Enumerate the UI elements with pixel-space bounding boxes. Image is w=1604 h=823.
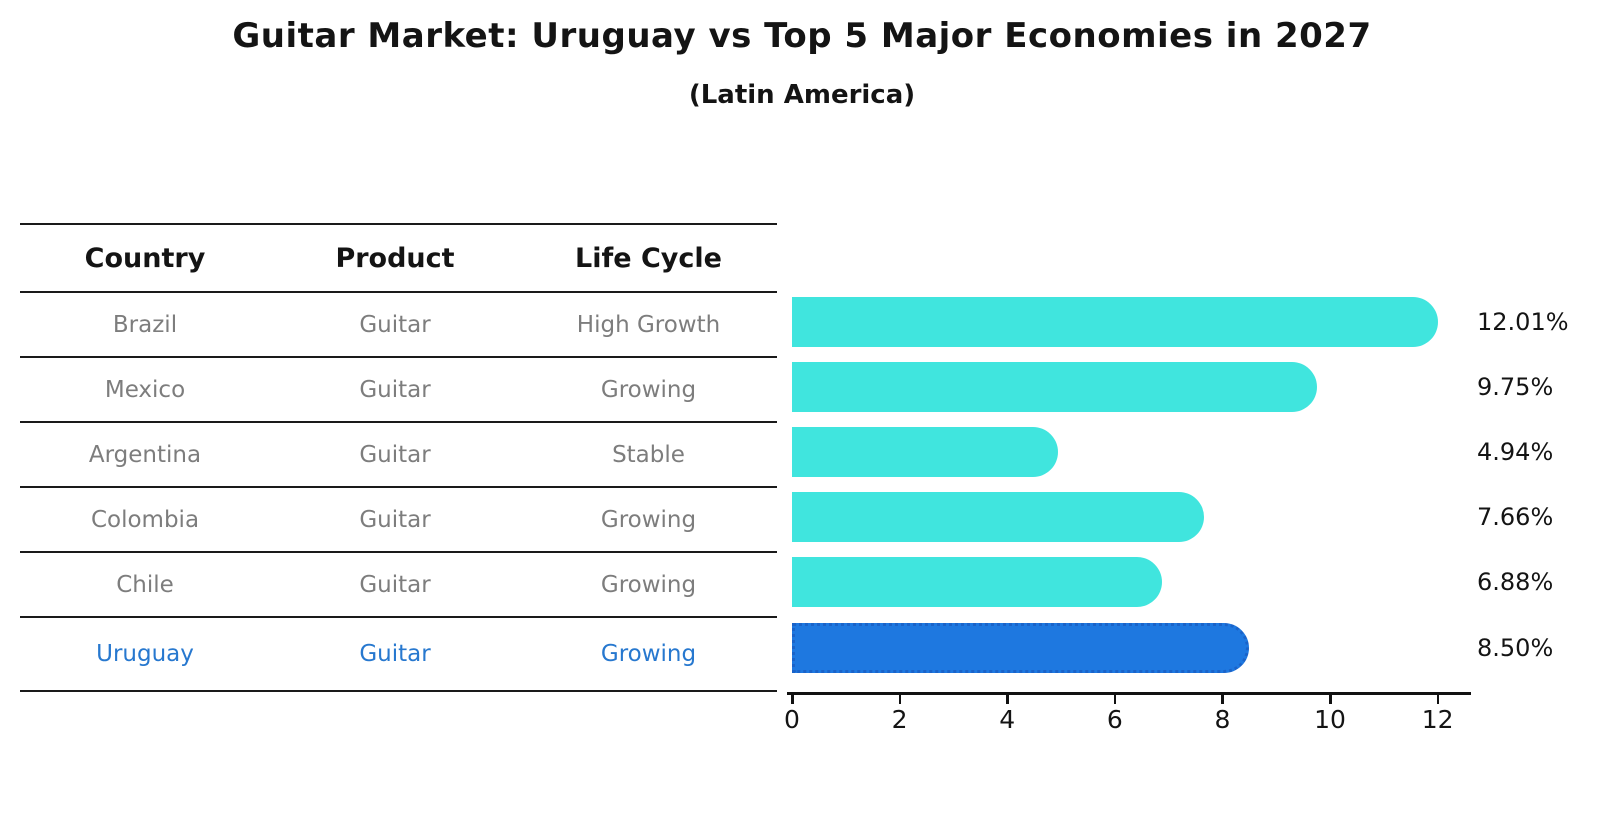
table-row-uruguay: Uruguay Guitar Growing <box>20 618 777 692</box>
country-table: Country Product Life Cycle Brazil Guitar… <box>20 223 777 692</box>
chart-subtitle: (Latin America) <box>688 80 916 110</box>
tick-mark <box>1329 695 1332 704</box>
bar-colombia <box>792 492 1205 542</box>
column-header-life-cycle: Life Cycle <box>575 242 722 274</box>
bar-uruguay-highlight <box>792 623 1250 673</box>
cell-product: Guitar <box>359 441 431 468</box>
x-axis-tick-label: 6 <box>1106 705 1123 734</box>
x-axis-tick-label: 4 <box>999 705 1016 734</box>
cell-life-cycle: Growing <box>600 376 697 403</box>
value-label: 8.50% <box>1477 634 1554 662</box>
value-label: 9.75% <box>1477 373 1554 401</box>
x-axis-tick-label: 8 <box>1214 705 1231 734</box>
cell-country: Uruguay <box>96 641 194 667</box>
value-label: 12.01% <box>1477 308 1569 336</box>
tick-mark <box>791 695 794 704</box>
bar-mexico <box>792 362 1317 412</box>
cell-product: Guitar <box>359 311 431 338</box>
cell-country: Colombia <box>90 506 200 533</box>
cell-product: Guitar <box>359 641 431 667</box>
cell-life-cycle: Growing <box>600 641 697 667</box>
x-axis-tick-label: 12 <box>1421 705 1454 734</box>
tick-mark <box>1436 695 1440 704</box>
column-header-product: Product <box>335 242 455 274</box>
cell-country: Chile <box>116 571 174 598</box>
tick-mark <box>1113 695 1117 704</box>
table-row: Colombia Guitar Growing <box>20 488 777 553</box>
bar-argentina <box>792 427 1058 477</box>
tick-mark <box>898 695 902 704</box>
bar-brazil <box>792 297 1439 347</box>
cell-life-cycle: Stable <box>612 441 685 468</box>
cell-product: Guitar <box>359 571 431 598</box>
table-row: Mexico Guitar Growing <box>20 358 777 423</box>
table-header-row: Country Product Life Cycle <box>20 225 777 293</box>
value-label: 6.88% <box>1477 568 1554 596</box>
value-label: 4.94% <box>1477 438 1554 466</box>
cell-country: Argentina <box>88 441 202 468</box>
tick-mark <box>1006 695 1009 704</box>
column-header-country: Country <box>84 242 206 274</box>
chart-title: Guitar Market: Uruguay vs Top 5 Major Ec… <box>232 16 1372 56</box>
table-row: Argentina Guitar Stable <box>20 423 777 488</box>
table-row: Chile Guitar Growing <box>20 553 777 618</box>
bar-chile <box>792 557 1163 607</box>
cell-country: Brazil <box>112 311 178 338</box>
table-row: Brazil Guitar High Growth <box>20 293 777 358</box>
x-axis-tick-label: 0 <box>784 705 800 734</box>
tick-mark <box>1221 695 1224 704</box>
cell-product: Guitar <box>359 376 431 403</box>
value-label: 7.66% <box>1477 503 1554 531</box>
x-axis-tick-label: 10 <box>1314 705 1346 734</box>
cell-country: Mexico <box>104 376 186 403</box>
x-axis-tick-label: 2 <box>891 705 908 734</box>
cell-life-cycle: Growing <box>600 571 697 598</box>
cell-life-cycle: Growing <box>600 506 697 533</box>
x-axis-line <box>787 692 1471 695</box>
cell-product: Guitar <box>359 506 431 533</box>
cell-life-cycle: High Growth <box>576 311 721 338</box>
